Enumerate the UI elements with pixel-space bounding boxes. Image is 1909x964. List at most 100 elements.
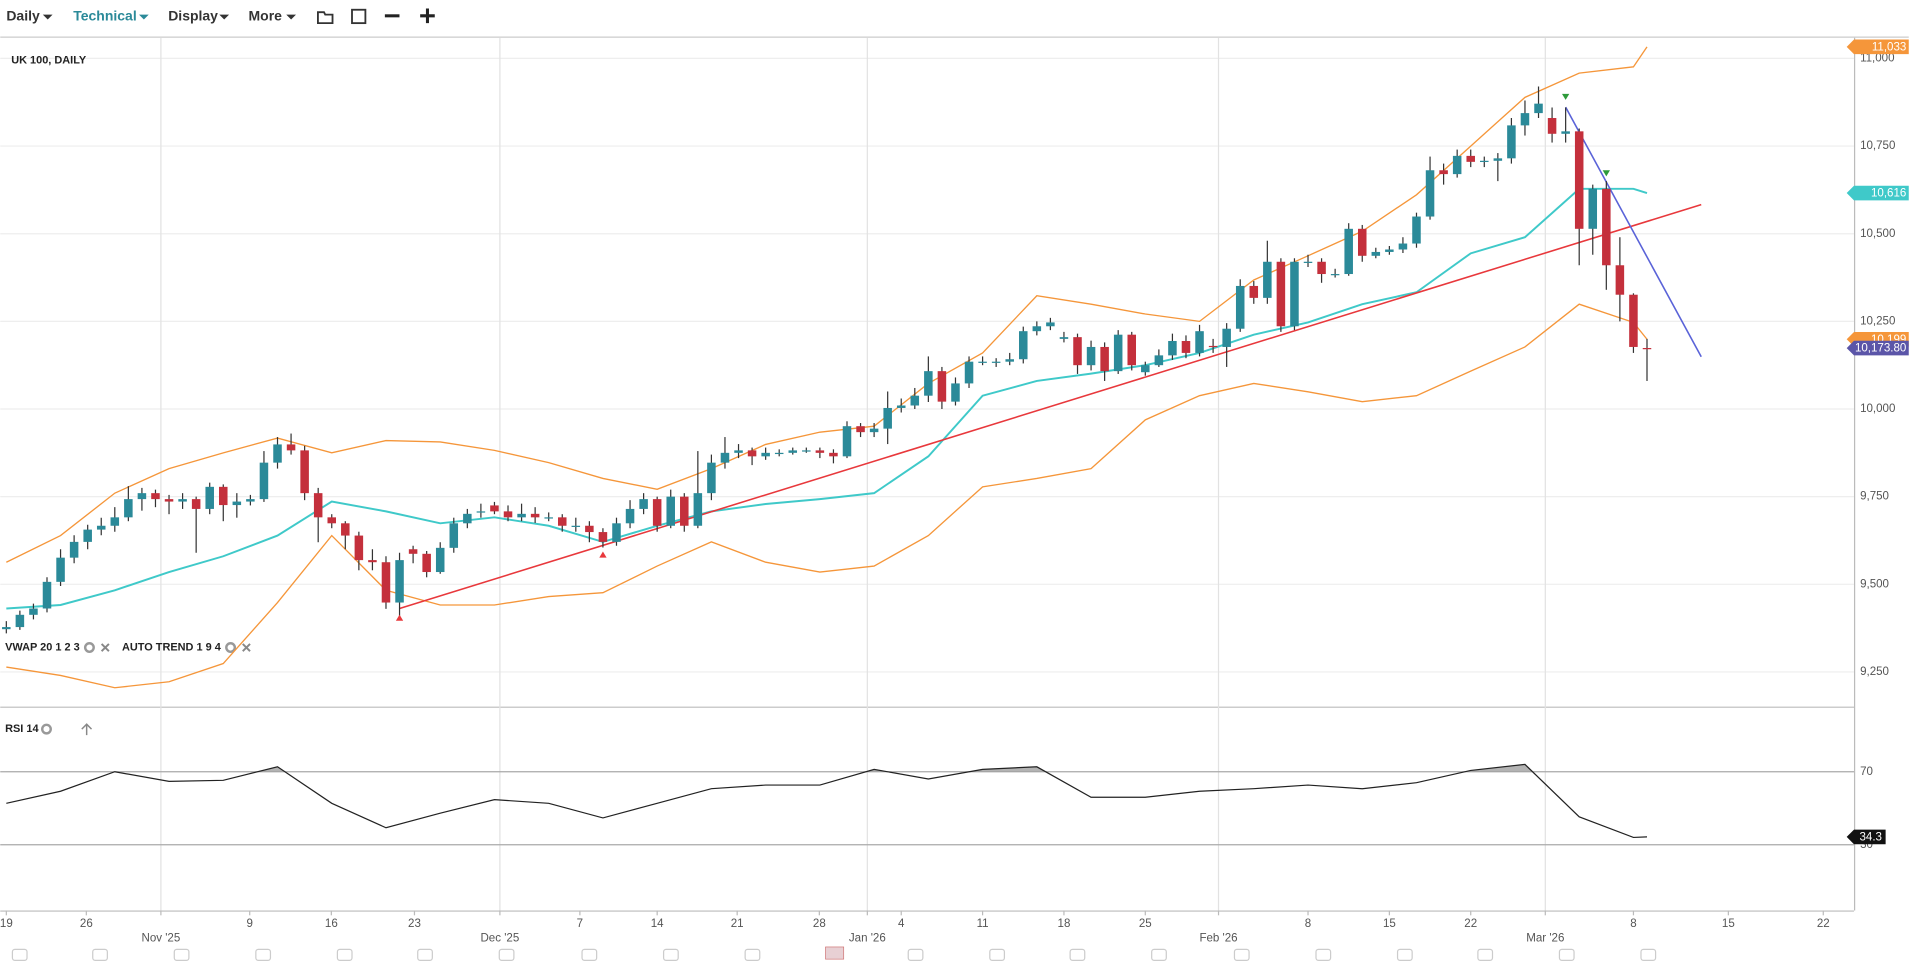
event-icon[interactable] [907,948,924,961]
candle-body [734,450,743,453]
event-icon[interactable] [498,948,515,961]
indicator-label: AUTO TREND 1 9 4 [122,641,222,653]
candle-body [666,496,675,526]
save-icon[interactable] [351,8,367,25]
candle-body [300,450,309,494]
collapse-icon[interactable] [81,723,93,736]
event-icon[interactable] [1558,948,1575,961]
candle-body [707,462,716,494]
candle-body [246,499,255,502]
candle-body [802,450,811,452]
price-tag-label: 10,199 [1871,334,1906,346]
candle-body [951,383,960,402]
candle-body [354,535,364,561]
candle-body [15,614,25,628]
settings-icon[interactable] [41,723,52,735]
settings-icon[interactable] [225,642,237,654]
price-tag-label: 11,033 [1872,42,1906,54]
menu-more[interactable]: More [249,8,283,24]
menu-daily[interactable]: Daily [6,8,40,24]
candle-body [1019,331,1028,360]
settings-icon[interactable] [83,642,95,654]
candle-body [29,608,38,615]
event-icon[interactable] [1640,948,1657,961]
event-icon[interactable] [1396,948,1413,961]
band-line [6,187,1648,610]
open-icon[interactable] [317,11,334,25]
candle-body [2,627,11,630]
event-icon[interactable] [744,948,761,961]
event-icon[interactable] [1151,948,1167,961]
candle-body [815,450,825,453]
candle-body [1235,285,1245,329]
x-tick-label: 7 [577,918,583,930]
candle-body [1330,274,1340,276]
flag-icon[interactable] [825,946,845,960]
candle-body [110,517,120,526]
x-tick-label: 16 [325,918,338,930]
event-icon[interactable] [173,948,190,961]
candle-body [56,557,65,582]
price-tag [1846,829,1886,845]
candle-body [435,547,445,573]
x-tick-label: 21 [731,918,744,930]
menu-technical[interactable]: Technical [73,8,136,24]
candle-body [1642,348,1652,350]
chart-title: UK 100, DAILY [11,55,87,67]
candle-body [1574,131,1584,229]
x-tick-label: 15 [1722,918,1735,930]
x-tick-label: 26 [80,918,93,930]
event-icon[interactable] [989,948,1006,961]
event-icon[interactable] [1069,948,1086,961]
candle-body [1317,261,1326,275]
candle-body [503,511,513,518]
price-tag [1846,39,1909,55]
price-tag-label: 34.3 [1860,832,1882,844]
menu-display[interactable]: Display [168,8,218,24]
x-tick-label: Nov '25 [142,932,181,944]
candle-body [96,525,106,530]
event-icon[interactable] [255,948,272,961]
event-icon[interactable] [1233,948,1250,961]
candle-body [747,450,757,457]
price-tag [1846,340,1909,356]
event-icon[interactable] [336,948,353,961]
candle-body [422,553,431,573]
candle-body [937,371,947,402]
candle-body [1398,243,1408,250]
rsi-shade [6,764,1647,772]
event-icon[interactable] [11,948,28,961]
trend-line [1564,106,1702,358]
x-tick-label: 11 [977,918,989,930]
candle-body [164,499,174,502]
event-icon[interactable] [92,948,108,961]
candle-body [151,493,160,500]
remove-icon[interactable] [100,643,110,652]
event-icon[interactable] [581,948,598,961]
candle-body [232,501,242,506]
zoom-in[interactable] [420,8,435,24]
candle-body [1276,261,1286,327]
candle-body [1290,261,1299,327]
candle-body [1263,261,1272,298]
candle-body [1059,337,1069,339]
candle-body [1032,326,1042,332]
event-icon[interactable] [662,948,679,961]
event-icon[interactable] [1315,948,1332,961]
candle-body [761,452,770,457]
candle-body [408,549,418,554]
x-tick-label: 9 [247,918,253,930]
event-icon[interactable] [1477,948,1494,961]
candle-body [1113,334,1123,372]
band-line [6,303,1648,689]
bottom-icons [11,946,1657,961]
candle-body [1168,340,1177,356]
candle-body [69,541,79,558]
candle-body [883,407,892,429]
event-icon[interactable] [417,948,433,961]
candle-body [829,452,838,457]
remove-icon[interactable] [242,643,251,652]
candle-body [964,361,974,384]
candle-body [544,517,553,519]
